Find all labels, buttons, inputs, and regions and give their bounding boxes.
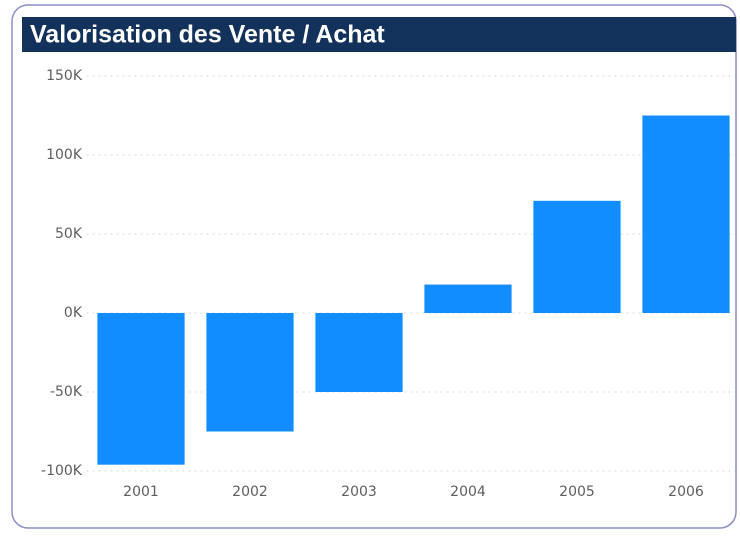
bar	[642, 115, 730, 313]
y-tick-label: 0K	[64, 305, 83, 321]
x-tick-label: 2001	[123, 484, 159, 500]
x-tick-label: 2005	[559, 484, 595, 500]
bar	[206, 313, 294, 432]
y-tick-label: 150K	[46, 68, 83, 84]
bar	[424, 284, 512, 313]
y-tick-label: -100K	[41, 463, 83, 479]
bar	[315, 313, 403, 392]
y-tick-label: -50K	[50, 384, 83, 400]
y-tick-label: 100K	[46, 147, 83, 163]
x-tick-label: 2006	[668, 484, 704, 500]
x-tick-label: 2002	[232, 484, 268, 500]
title-bar	[22, 17, 736, 52]
y-tick-label: 50K	[55, 226, 83, 242]
card	[11, 4, 737, 529]
chart-title: Valorisation des Vente / Achat	[30, 21, 385, 49]
x-tick-label: 2003	[341, 484, 377, 500]
bar	[97, 313, 185, 465]
bar	[533, 200, 621, 313]
x-tick-label: 2004	[450, 484, 486, 500]
